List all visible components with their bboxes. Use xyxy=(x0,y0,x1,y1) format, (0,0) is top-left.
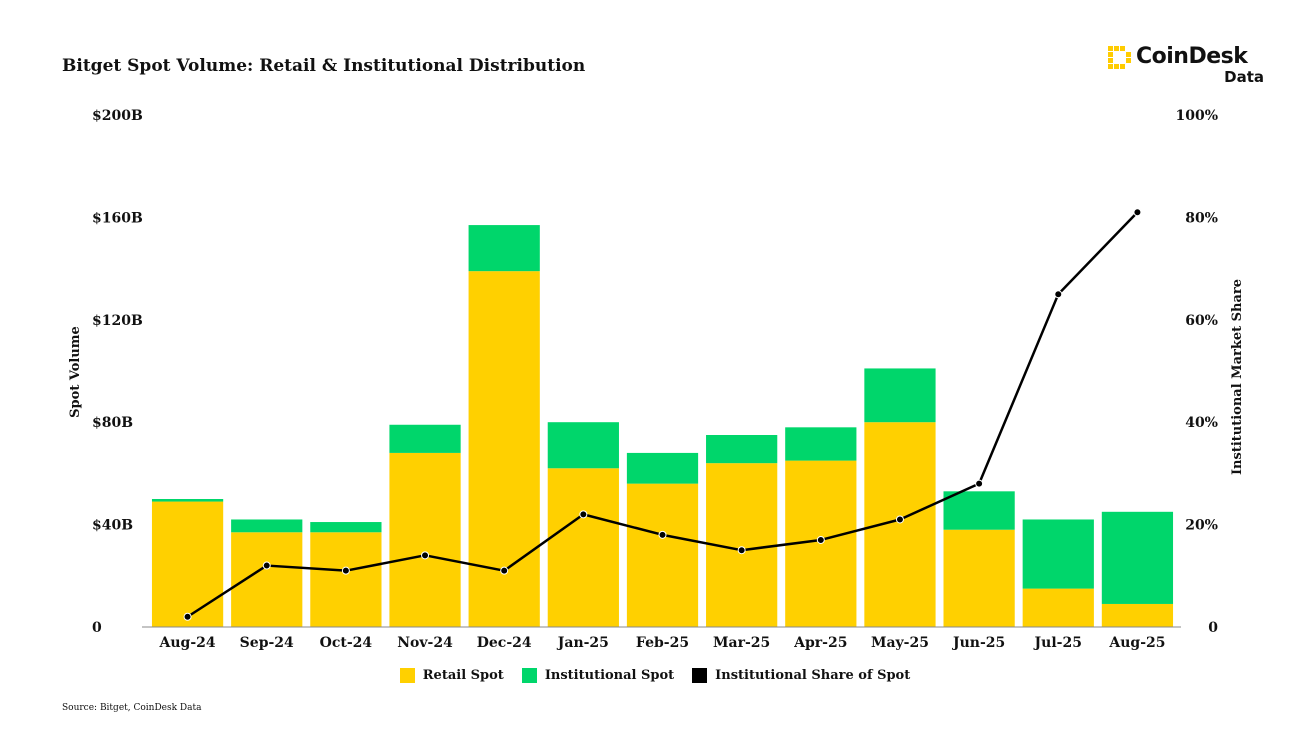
bar-retail-spot xyxy=(626,483,699,627)
bar-institutional-spot xyxy=(151,499,224,502)
bar-institutional-spot xyxy=(1101,511,1174,604)
bar-retail-spot xyxy=(231,532,303,627)
bar-institutional-spot xyxy=(468,225,540,272)
y-tick-label: $40B xyxy=(92,518,133,534)
share-point xyxy=(341,566,350,575)
x-tick-label: Mar-25 xyxy=(713,635,770,651)
bar-retail-spot xyxy=(310,532,382,627)
bar-institutional-spot xyxy=(231,519,303,533)
share-point xyxy=(500,566,509,575)
legend-label-institutional: Institutional Spot xyxy=(544,668,675,683)
legend-swatch-retail xyxy=(399,668,415,683)
left-axis-title: Spot Volume xyxy=(68,326,83,418)
y-tick-label: $120B xyxy=(92,313,143,329)
share-line-series xyxy=(183,208,1142,621)
x-tick-label: Dec-24 xyxy=(477,635,532,651)
x-axis-ticks: Aug-24 Sep-24 Oct-24 Nov-24 Dec-24 Jan-25 Feb-… xyxy=(159,635,1166,651)
bar-retail-spot xyxy=(1101,603,1174,627)
share-point xyxy=(895,515,904,524)
x-tick-label: Oct-24 xyxy=(320,635,373,651)
x-tick-label: Jul-25 xyxy=(1033,635,1082,651)
share-point xyxy=(421,551,430,560)
share-point xyxy=(1054,290,1063,299)
legend-item-share: Institutional Share of Spot xyxy=(692,668,910,683)
bar-retail-spot xyxy=(943,529,1015,627)
share-point xyxy=(975,479,984,488)
legend-label-share: Institutional Share of Spot xyxy=(715,668,911,683)
y-tick-label: 0 xyxy=(92,620,102,636)
bar-institutional-spot xyxy=(943,491,1015,530)
share-point xyxy=(183,612,192,621)
source-note: Source: Bitget, CoinDesk Data xyxy=(62,703,202,713)
left-axis-ticks: 0 $40B $80B $120B $160B $200B xyxy=(92,108,143,636)
y-tick-label: $160B xyxy=(92,210,143,226)
y2-tick-label: 80% xyxy=(1185,210,1218,226)
right-axis-title: Institutional Market Share xyxy=(1230,279,1245,475)
share-point xyxy=(262,561,271,570)
bar-institutional-spot xyxy=(626,452,699,484)
y2-tick-label: 100% xyxy=(1175,108,1218,124)
y-tick-label: $200B xyxy=(92,108,143,124)
coindesk-logo: CoinDesk Data xyxy=(1108,44,1268,90)
y2-tick-label: 40% xyxy=(1185,415,1218,431)
brand-name: CoinDesk xyxy=(1136,44,1248,69)
bar-retail-spot xyxy=(547,468,619,627)
x-tick-label: Nov-24 xyxy=(397,635,453,651)
bar-institutional-spot xyxy=(785,427,857,461)
x-tick-label: Feb-25 xyxy=(636,635,689,651)
bar-institutional-spot xyxy=(310,522,382,533)
bar-institutional-spot xyxy=(864,368,936,423)
bar-retail-spot xyxy=(389,452,461,627)
y2-tick-label: 20% xyxy=(1185,518,1218,534)
bar-institutional-spot xyxy=(389,424,461,453)
y2-tick-label: 0 xyxy=(1208,620,1218,636)
bar-retail-spot xyxy=(1022,588,1094,627)
share-point xyxy=(658,530,667,539)
bar-retail-spot xyxy=(864,422,936,627)
coindesk-mark-icon xyxy=(1108,46,1131,69)
chart-legend: Retail Spot Institutional Spot Instituti… xyxy=(0,668,1310,683)
bar-institutional-spot xyxy=(706,435,778,464)
share-point xyxy=(737,546,746,555)
x-tick-label: Apr-25 xyxy=(793,635,847,651)
x-tick-label: May-25 xyxy=(871,635,929,651)
legend-swatch-share xyxy=(692,668,708,683)
right-axis-ticks: 0 20% 40% 60% 80% 100% xyxy=(1175,108,1218,636)
share-point xyxy=(579,510,588,519)
legend-item-institutional: Institutional Spot xyxy=(521,668,675,683)
bar-institutional-spot xyxy=(547,422,619,469)
bar-institutional-spot xyxy=(1022,519,1094,589)
x-tick-label: Aug-24 xyxy=(159,635,216,651)
bar-series xyxy=(151,225,1174,627)
y2-tick-label: 60% xyxy=(1185,313,1218,329)
legend-swatch-institutional xyxy=(521,668,537,683)
x-tick-label: Aug-25 xyxy=(1108,635,1165,651)
legend-label-retail: Retail Spot xyxy=(422,668,504,683)
x-tick-label: Jun-25 xyxy=(951,635,1005,651)
spot-volume-chart: 0 $40B $80B $120B $160B $200B 0 20% 40% 60% 80% 10… xyxy=(68,108,1245,651)
brand-subtitle: Data xyxy=(1224,68,1264,86)
x-tick-label: Sep-24 xyxy=(240,635,294,651)
chart-title: Bitget Spot Volume: Retail & Institution… xyxy=(62,56,586,76)
share-point xyxy=(1133,208,1142,217)
bar-retail-spot xyxy=(151,501,224,627)
x-tick-label: Jan-25 xyxy=(556,635,609,651)
y-tick-label: $80B xyxy=(92,415,133,431)
legend-item-retail: Retail Spot xyxy=(399,668,504,683)
share-point xyxy=(816,535,825,544)
